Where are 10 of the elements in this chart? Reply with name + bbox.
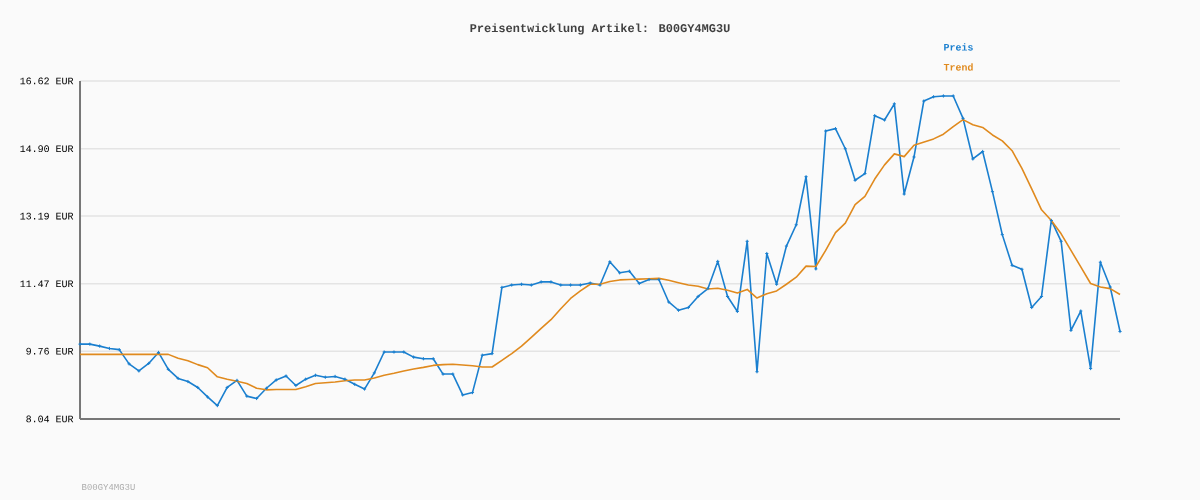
y-tick-label: 14.90 EUR: [20, 145, 74, 153]
text: Trend: [943, 63, 973, 71]
y-tick-label: 11.47 EUR: [20, 280, 74, 288]
y-tick-label: 8.04 EUR: [26, 415, 74, 423]
y-tick-label: 13.19 EUR: [20, 212, 74, 220]
y-tick-label: 9.76 EUR: [26, 347, 74, 355]
y-tick-label: 16.62 EUR: [20, 77, 74, 85]
chart-title: Preisentwicklung Artikel: B00GY4MG3U: [470, 23, 730, 35]
text: B00GY4MG3U: [82, 483, 135, 491]
text: Preis: [944, 43, 973, 51]
